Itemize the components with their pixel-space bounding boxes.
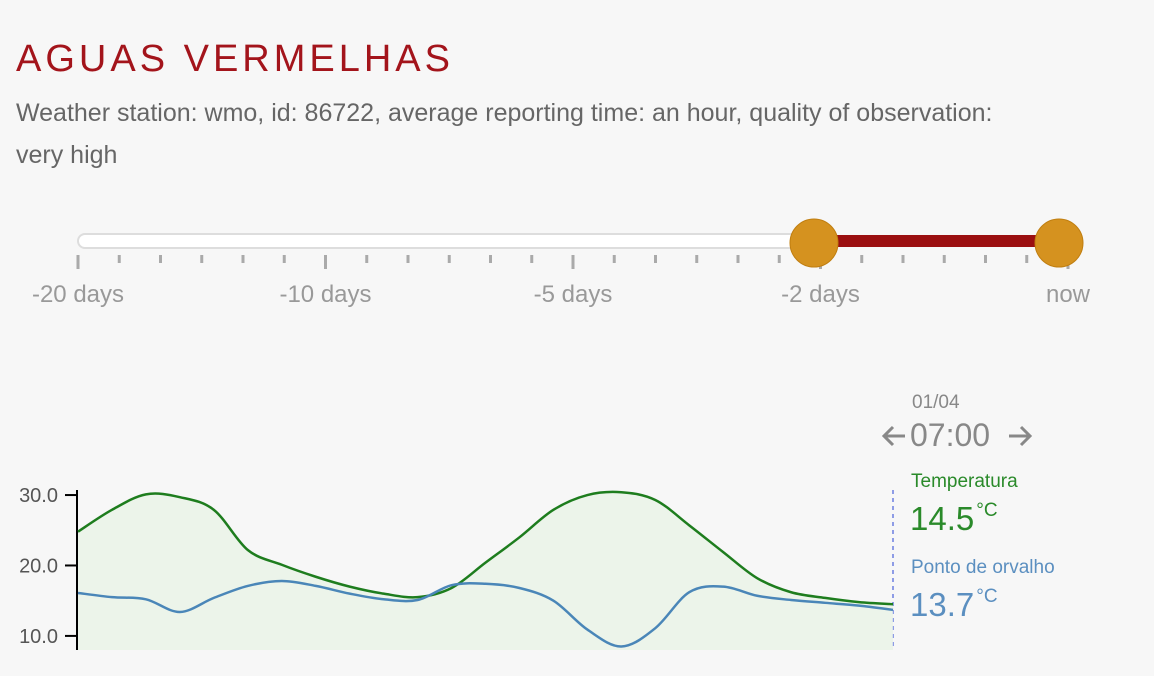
readout-value: 13.7 [910, 586, 974, 623]
readout-name: Temperatura [911, 471, 1018, 492]
slider-label: now [1046, 281, 1091, 308]
slider-track[interactable] [77, 233, 819, 249]
series-line [77, 490, 894, 606]
slider-label: -5 days [534, 281, 613, 308]
readout-time: 07:00 [910, 417, 990, 453]
y-tick-label: 20.0 [19, 555, 58, 577]
next-arrow[interactable] [1009, 425, 1033, 447]
prev-arrow[interactable] [881, 425, 905, 447]
readout-value: 14.5 [910, 500, 974, 537]
temperature-area [78, 491, 893, 650]
station-title: AGUAS VERMELHAS [16, 38, 454, 80]
y-tick-label: 30.0 [19, 485, 58, 507]
station-description: Weather station: wmo, id: 86722, average… [16, 99, 993, 169]
slider-label: -10 days [279, 281, 371, 308]
slider-range [812, 235, 1060, 247]
slider-handle[interactable] [1034, 218, 1084, 268]
readout-unit: °C [976, 500, 997, 521]
readout-date: 01/04 [912, 392, 960, 413]
slider-ticks [76, 255, 1070, 269]
readout-name: Ponto de orvalho [911, 557, 1055, 578]
readout-unit: °C [976, 586, 997, 607]
slider-label: -2 days [781, 281, 860, 308]
series-line [77, 579, 894, 648]
y-tick-label: 10.0 [19, 626, 58, 648]
slider-label: -20 days [32, 281, 124, 308]
slider-handle[interactable] [789, 218, 839, 268]
